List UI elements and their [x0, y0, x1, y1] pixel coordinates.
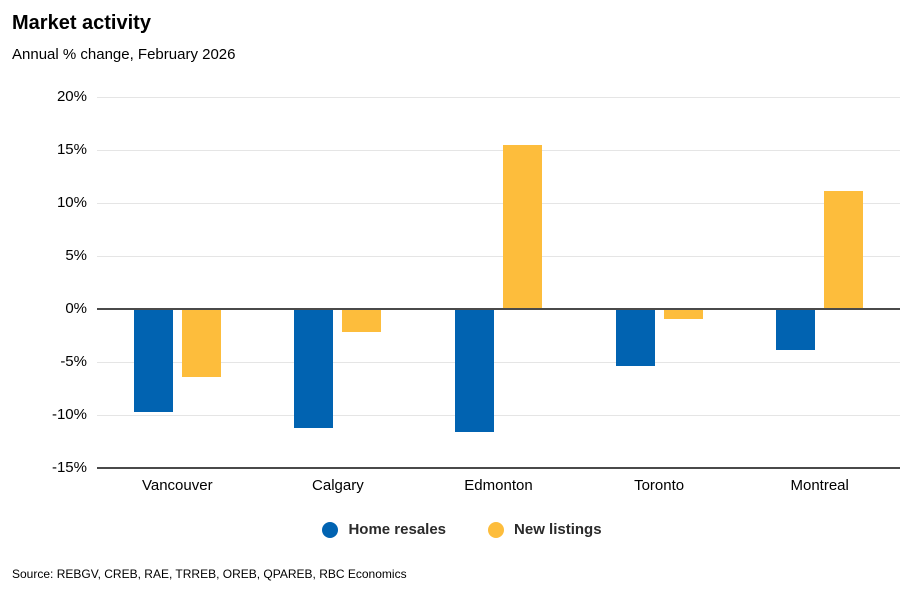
legend: Home resales New listings — [0, 521, 924, 538]
bar-home-resales-calgary — [294, 309, 334, 428]
x-tick-label-vancouver: Vancouver — [141, 477, 213, 494]
bar-new-listings-toronto — [663, 309, 703, 319]
y-tick-label: -5% — [60, 353, 87, 370]
bar-new-listings-edmonton — [503, 144, 542, 309]
y-tick-label: 0% — [65, 300, 87, 317]
legend-item-home-resales: Home resales — [322, 521, 446, 538]
legend-label: Home resales — [348, 521, 447, 538]
y-tick-label: 10% — [56, 194, 87, 211]
legend-marker-icon — [488, 521, 505, 538]
zero-line — [97, 308, 900, 310]
gridline — [97, 96, 900, 98]
y-tick-label: -10% — [51, 406, 87, 423]
gridline — [97, 361, 900, 363]
legend-marker-icon — [322, 521, 339, 538]
legend-label: New listings — [514, 521, 602, 538]
x-tick-label-montreal: Montreal — [790, 477, 849, 494]
chart-title: Market activity — [12, 12, 151, 34]
bar-home-resales-toronto — [615, 309, 655, 367]
x-tick-label-toronto: Toronto — [634, 477, 685, 494]
bar-new-listings-montreal — [824, 191, 864, 309]
gridline — [97, 414, 900, 416]
x-axis-labels: Vancouver Calgary Edmonton Toronto Montreal — [97, 477, 900, 497]
plot-area — [97, 96, 900, 469]
gridline — [97, 149, 900, 151]
bar-home-resales-montreal — [776, 309, 816, 351]
y-tick-label: -15% — [51, 459, 87, 476]
gridline — [97, 202, 900, 204]
gridline — [97, 255, 900, 257]
bar-home-resales-edmonton — [455, 309, 494, 432]
bar-new-listings-vancouver — [181, 309, 221, 377]
legend-item-new-listings: New listings — [488, 521, 602, 538]
y-axis-labels: 20% 15% 10% 5% 0% -5% -10% -15% — [0, 88, 87, 476]
bar-new-listings-calgary — [342, 309, 382, 333]
x-tick-label-calgary: Calgary — [312, 477, 364, 494]
source-note: Source: REBGV, CREB, RAE, TRREB, OREB, Q… — [12, 567, 407, 581]
x-tick-label-edmonton: Edmonton — [464, 477, 533, 494]
bar-home-resales-vancouver — [133, 309, 173, 412]
x-axis-line — [97, 467, 900, 469]
y-tick-label: 15% — [56, 141, 87, 158]
chart-subtitle: Annual % change, February 2026 — [12, 46, 236, 63]
y-tick-label: 20% — [56, 88, 87, 105]
y-tick-label: 5% — [65, 247, 87, 264]
